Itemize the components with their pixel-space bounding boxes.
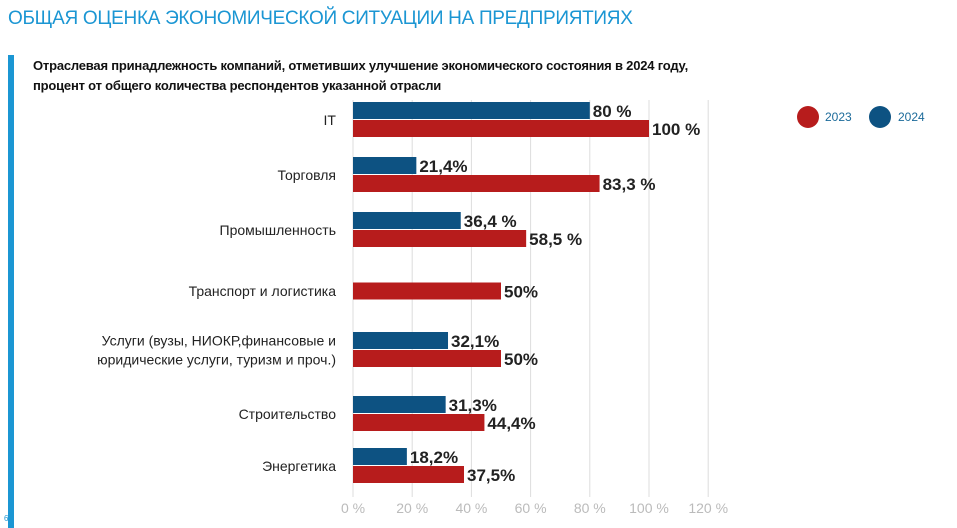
bar-2024 bbox=[353, 332, 449, 349]
x-tick-label: 120 % bbox=[688, 500, 728, 516]
bar-2024 bbox=[353, 212, 461, 229]
page-number: 6 bbox=[4, 514, 9, 523]
bar-2024 bbox=[353, 448, 407, 465]
category-label: Транспорт и логистика bbox=[189, 283, 337, 299]
category-label: Промышленность bbox=[220, 222, 336, 238]
bar-2023 bbox=[353, 175, 600, 192]
data-label-2023: 50% bbox=[504, 283, 538, 302]
bar-2023 bbox=[353, 414, 485, 431]
x-tick-label: 20 % bbox=[396, 500, 428, 516]
x-tick-label: 80 % bbox=[574, 500, 606, 516]
bar-2024 bbox=[353, 396, 446, 413]
legend-label-2023: 2023 bbox=[825, 110, 852, 124]
x-tick-label: 40 % bbox=[455, 500, 487, 516]
category-label: Строительство bbox=[239, 406, 337, 422]
bar-2024 bbox=[353, 102, 590, 119]
data-label-2024: 80 % bbox=[593, 102, 632, 121]
category-label: Энергетика bbox=[262, 458, 336, 474]
subtitle-line: процент от общего количества респонденто… bbox=[33, 78, 442, 93]
data-label-2024: 18,2% bbox=[410, 448, 458, 467]
bar-2024 bbox=[353, 157, 417, 174]
bar-2023 bbox=[353, 230, 527, 247]
data-label-2023: 37,5% bbox=[467, 466, 515, 485]
data-label-2024: 32,1% bbox=[451, 332, 499, 351]
subtitle-line: Отраслевая принадлежность компаний, отме… bbox=[33, 58, 688, 73]
legend-marker-2024 bbox=[869, 106, 891, 128]
x-tick-label: 60 % bbox=[515, 500, 547, 516]
data-label-2024: 21,4% bbox=[419, 157, 467, 176]
chart-subtitle: Отраслевая принадлежность компаний, отме… bbox=[33, 56, 688, 96]
bar-2023 bbox=[353, 466, 464, 483]
data-label-2024: 31,3% bbox=[449, 396, 497, 415]
page-title: ОБЩАЯ ОЦЕНКА ЭКОНОМИЧЕСКОЙ СИТУАЦИИ НА П… bbox=[8, 8, 633, 29]
data-label-2023: 50% bbox=[504, 350, 538, 369]
bar-2023 bbox=[353, 282, 501, 300]
bar-2023 bbox=[353, 350, 501, 367]
data-label-2023: 100 % bbox=[652, 120, 700, 139]
accent-bar bbox=[8, 55, 14, 528]
x-tick-label: 0 % bbox=[341, 500, 365, 516]
legend-marker-2023 bbox=[797, 106, 819, 128]
data-label-2023: 44,4% bbox=[487, 414, 535, 433]
legend-label-2024: 2024 bbox=[898, 110, 925, 124]
category-label: юридические услуги, туризм и проч.) bbox=[97, 352, 336, 368]
data-label-2023: 58,5 % bbox=[529, 230, 582, 249]
bar-2023 bbox=[353, 120, 649, 137]
data-label-2023: 83,3 % bbox=[603, 175, 656, 194]
category-label: IT bbox=[324, 112, 337, 128]
data-label-2024: 36,4 % bbox=[464, 212, 517, 231]
category-label: Торговля bbox=[278, 167, 336, 183]
x-tick-label: 100 % bbox=[629, 500, 669, 516]
category-label: Услуги (вузы, НИОКР,финансовые и bbox=[102, 333, 336, 349]
